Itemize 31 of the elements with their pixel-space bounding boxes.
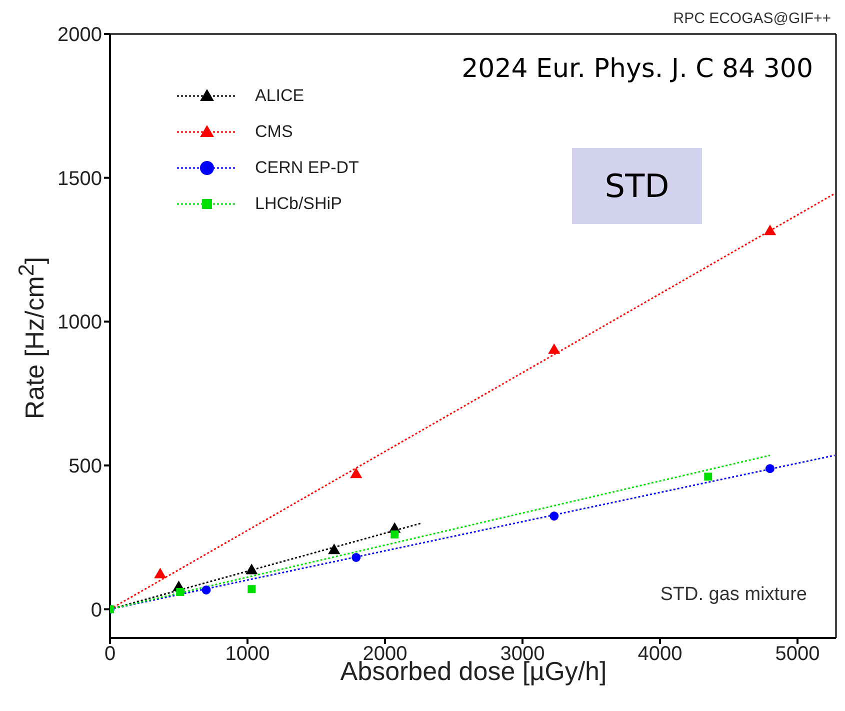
annotation: STD. gas mixture (660, 584, 807, 606)
point (176, 588, 184, 596)
point (765, 464, 775, 474)
y-tick-label: 2000 (58, 24, 102, 46)
point (352, 552, 361, 562)
point (350, 468, 362, 478)
legend-label: CMS (255, 122, 293, 142)
point (550, 512, 559, 521)
text: RPC ECOGAS@GIF++ (673, 10, 831, 27)
legend-label: LHCb/SHiP (255, 194, 342, 214)
point (154, 568, 166, 578)
y-tick-label: 500 (68, 456, 102, 478)
point (246, 564, 258, 574)
point (764, 224, 776, 236)
point (704, 472, 712, 481)
point (548, 343, 560, 354)
x-tick-label: 4000 (638, 643, 682, 666)
x-tick-label: 1000 (225, 643, 270, 666)
annotation: 2024 Eur. Phys. J. C 84 300 (462, 54, 813, 84)
y-tick-label: 1000 (58, 312, 102, 334)
point (328, 544, 340, 554)
y-tick-label: 1500 (58, 168, 102, 190)
point (248, 585, 256, 594)
point (202, 585, 211, 594)
x-tick-label: 5000 (775, 643, 820, 666)
point (390, 530, 399, 538)
x-tick-label: 0 (104, 643, 116, 666)
annotation: STD (572, 148, 702, 224)
y-tick-label: 0 (90, 599, 102, 622)
legend-label: CERN EP-DT (255, 158, 359, 178)
legend-label: ALICE (255, 86, 304, 106)
